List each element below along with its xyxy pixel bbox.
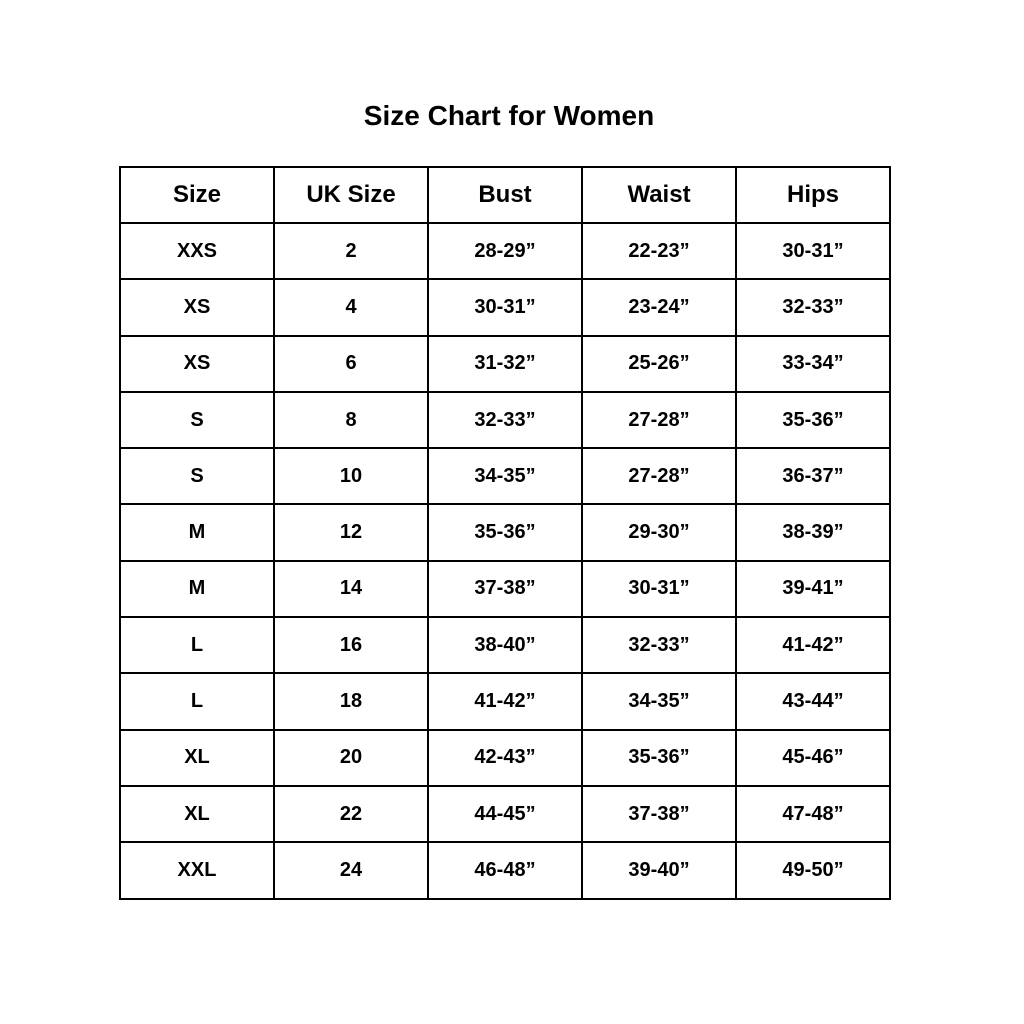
cell-hips: 49-50”	[735, 841, 891, 900]
cell-size: XS	[119, 334, 275, 393]
cell-bust: 44-45”	[427, 784, 583, 844]
column-header-uk-size: UK Size	[273, 166, 429, 224]
cell-size: XS	[119, 278, 275, 337]
cell-waist: 39-40”	[581, 841, 737, 900]
cell-waist: 29-30”	[581, 503, 737, 562]
cell-uk-size: 10	[273, 447, 429, 506]
cell-uk-size: 14	[273, 559, 429, 619]
cell-bust: 28-29”	[427, 221, 583, 281]
cell-waist: 34-35”	[581, 672, 737, 731]
cell-size: S	[119, 390, 275, 450]
table-row: XL 22 44-45” 37-38” 47-48”	[119, 784, 891, 844]
table-row: M 14 37-38” 30-31” 39-41”	[119, 559, 891, 619]
cell-uk-size: 24	[273, 841, 429, 900]
cell-size: S	[119, 447, 275, 506]
table-row: XXS 2 28-29” 22-23” 30-31”	[119, 221, 891, 281]
cell-bust: 34-35”	[427, 447, 583, 506]
cell-bust: 46-48”	[427, 841, 583, 900]
cell-size: XL	[119, 784, 275, 844]
cell-size: XXL	[119, 841, 275, 900]
page-title: Size Chart for Women	[363, 100, 655, 131]
cell-size: L	[119, 616, 275, 675]
cell-uk-size: 2	[273, 221, 429, 281]
table-row: L 16 38-40” 32-33” 41-42”	[119, 616, 891, 675]
table-row: M 12 35-36” 29-30” 38-39”	[119, 503, 891, 562]
cell-waist: 25-26”	[581, 334, 737, 393]
cell-bust: 35-36”	[427, 503, 583, 562]
cell-waist: 32-33”	[581, 616, 737, 675]
cell-hips: 35-36”	[735, 390, 891, 450]
cell-hips: 36-37”	[735, 447, 891, 506]
table-row: XS 6 31-32” 25-26” 33-34”	[119, 334, 891, 393]
cell-hips: 45-46”	[735, 728, 891, 787]
cell-hips: 32-33”	[735, 278, 891, 337]
table-row: S 8 32-33” 27-28” 35-36”	[119, 390, 891, 450]
cell-size: M	[119, 559, 275, 619]
table-row: XL 20 42-43” 35-36” 45-46”	[119, 728, 891, 787]
cell-size: XXS	[119, 221, 275, 281]
cell-waist: 27-28”	[581, 447, 737, 506]
table-row: XS 4 30-31” 23-24” 32-33”	[119, 278, 891, 337]
cell-hips: 38-39”	[735, 503, 891, 562]
cell-uk-size: 6	[273, 334, 429, 393]
cell-uk-size: 8	[273, 390, 429, 450]
cell-hips: 39-41”	[735, 559, 891, 619]
column-header-bust: Bust	[427, 166, 583, 224]
table-header-row: Size UK Size Bust Waist Hips	[119, 166, 891, 224]
cell-uk-size: 20	[273, 728, 429, 787]
cell-bust: 42-43”	[427, 728, 583, 787]
cell-waist: 23-24”	[581, 278, 737, 337]
column-header-hips: Hips	[735, 166, 891, 224]
cell-uk-size: 4	[273, 278, 429, 337]
cell-bust: 32-33”	[427, 390, 583, 450]
column-header-size: Size	[119, 166, 275, 224]
cell-uk-size: 22	[273, 784, 429, 844]
cell-bust: 30-31”	[427, 278, 583, 337]
cell-uk-size: 18	[273, 672, 429, 731]
cell-size: XL	[119, 728, 275, 787]
cell-hips: 41-42”	[735, 616, 891, 675]
table-row: XXL 24 46-48” 39-40” 49-50”	[119, 841, 891, 900]
cell-uk-size: 12	[273, 503, 429, 562]
table-row: L 18 41-42” 34-35” 43-44”	[119, 672, 891, 731]
column-header-waist: Waist	[581, 166, 737, 224]
cell-hips: 33-34”	[735, 334, 891, 393]
cell-size: M	[119, 503, 275, 562]
cell-hips: 43-44”	[735, 672, 891, 731]
table-row: S 10 34-35” 27-28” 36-37”	[119, 447, 891, 506]
cell-waist: 37-38”	[581, 784, 737, 844]
cell-waist: 30-31”	[581, 559, 737, 619]
cell-size: L	[119, 672, 275, 731]
cell-waist: 27-28”	[581, 390, 737, 450]
size-chart-table: Size UK Size Bust Waist Hips XXS 2 28-29” 22-23…	[119, 166, 891, 900]
cell-waist: 22-23”	[581, 221, 737, 281]
cell-waist: 35-36”	[581, 728, 737, 787]
cell-bust: 38-40”	[427, 616, 583, 675]
cell-uk-size: 16	[273, 616, 429, 675]
cell-hips: 47-48”	[735, 784, 891, 844]
cell-bust: 41-42”	[427, 672, 583, 731]
cell-hips: 30-31”	[735, 221, 891, 281]
cell-bust: 37-38”	[427, 559, 583, 619]
cell-bust: 31-32”	[427, 334, 583, 393]
